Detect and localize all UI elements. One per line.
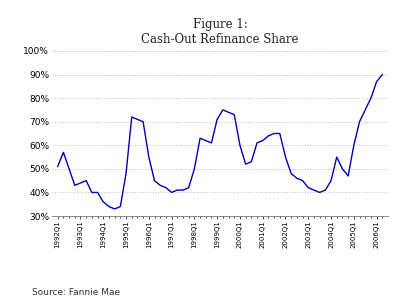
Title: Figure 1:
Cash-Out Refinance Share: Figure 1: Cash-Out Refinance Share [141,18,299,46]
Text: Source: Fannie Mae: Source: Fannie Mae [32,288,120,297]
